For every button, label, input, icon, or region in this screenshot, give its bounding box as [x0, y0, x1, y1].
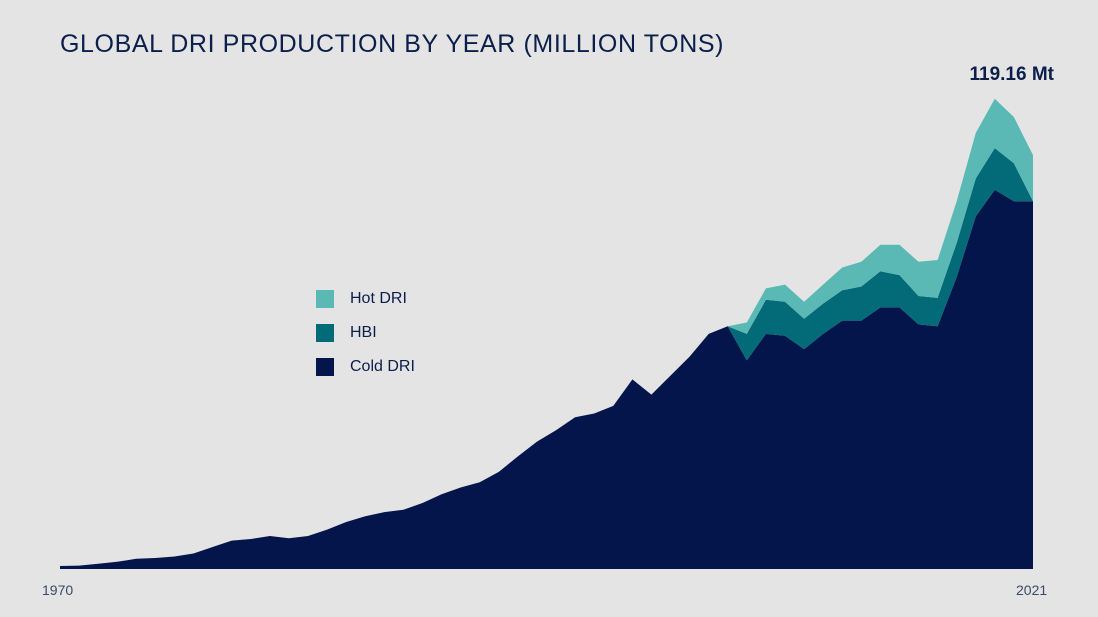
- legend-label-hot-dri: Hot DRI: [350, 290, 407, 307]
- legend: Hot DRI HBI Cold DRI: [316, 288, 415, 390]
- total-annotation: 119.16 Mt: [969, 64, 1055, 85]
- legend-label-hbi: HBI: [350, 324, 377, 341]
- x-tick-label-start: 1970: [42, 582, 74, 598]
- x-tick-label-end: 2021: [1016, 582, 1048, 598]
- legend-item-hbi: HBI: [316, 322, 415, 344]
- area-cold-dri: [60, 189, 1033, 570]
- legend-swatch-hbi: [316, 324, 334, 342]
- chart-title: GLOBAL DRI PRODUCTION BY YEAR (MILLION T…: [60, 30, 725, 58]
- legend-swatch-cold-dri: [316, 358, 334, 376]
- legend-label-cold-dri: Cold DRI: [350, 358, 415, 375]
- legend-item-cold-dri: Cold DRI: [316, 356, 415, 378]
- legend-swatch-hot-dri: [316, 290, 334, 308]
- legend-item-hot-dri: Hot DRI: [316, 288, 415, 310]
